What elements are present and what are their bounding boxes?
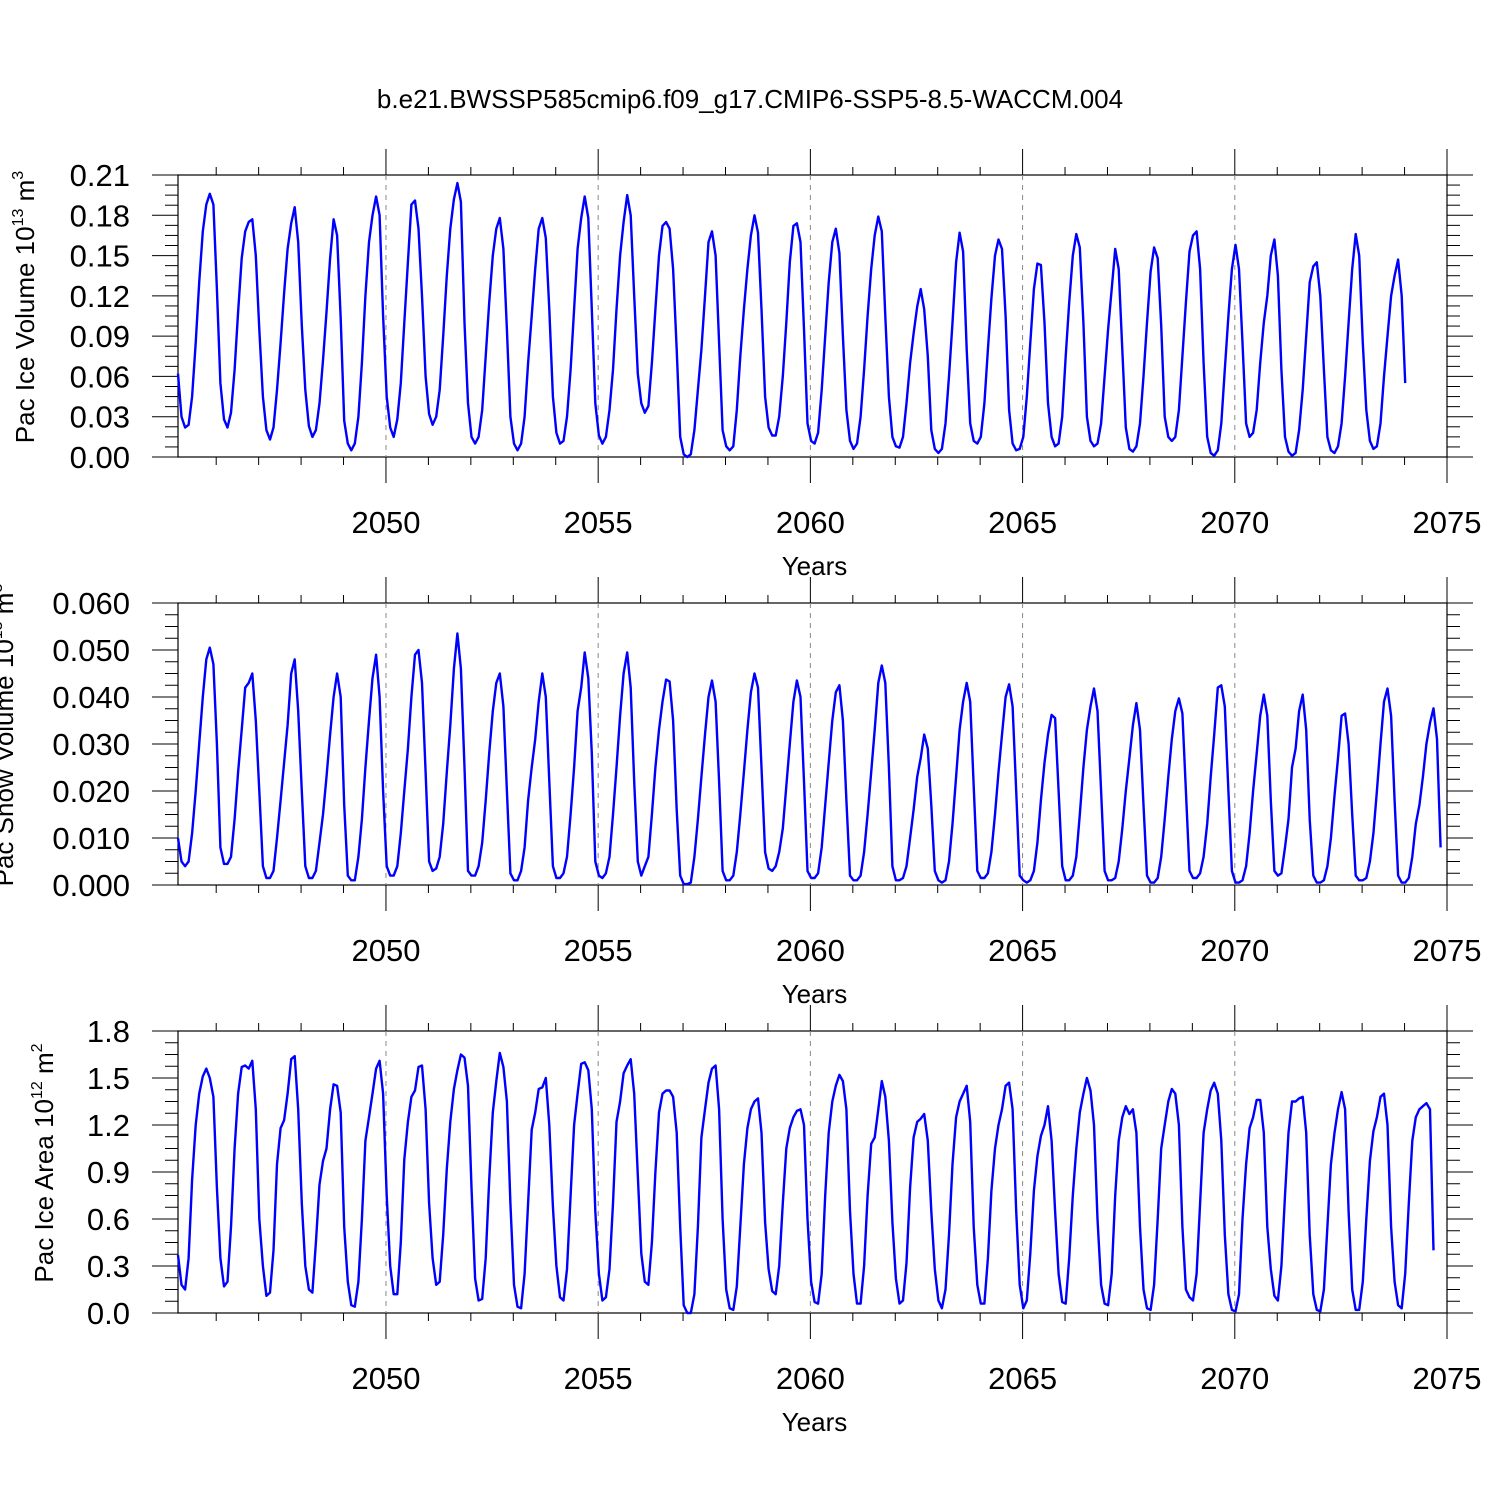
y-tick-label: 0.09 (70, 319, 130, 354)
y-tick-label: 0.060 (52, 586, 130, 621)
y-axis-title: Pac Snow Volume 1013 m3 (0, 584, 19, 887)
y-tick-label: 0.12 (70, 279, 130, 314)
y-tick-label: 0.020 (52, 774, 130, 809)
y-axis-title: Pac Ice Volume 1013 m3 (10, 171, 40, 444)
x-tick-label: 2065 (988, 933, 1057, 968)
y-tick-label: 0.030 (52, 727, 130, 762)
x-tick-label: 2075 (1413, 505, 1482, 540)
x-tick-label: 2050 (351, 933, 420, 968)
x-tick-label: 2055 (564, 505, 633, 540)
plot-frame (177, 1030, 1448, 1314)
x-tick-label: 2050 (351, 1361, 420, 1396)
x-tick-label: 2065 (988, 1361, 1057, 1396)
y-tick-label: 0.00 (70, 440, 130, 475)
pac-ice-area-panel: 2050 2055 2060 2065 2070 2075 0.0 0.3 0.6 0.9 1.2 1… (29, 1005, 1481, 1437)
y-tick-label: 0.000 (52, 868, 130, 903)
y-tick-label: 1.5 (87, 1061, 130, 1096)
y-tick-label: 1.8 (87, 1014, 130, 1049)
x-tick-label: 2070 (1200, 505, 1269, 540)
series-line (176, 632, 1442, 886)
y-tick-label: 0.03 (70, 400, 130, 435)
x-tick-label: 2050 (351, 505, 420, 540)
figure-title: b.e21.BWSSP585cmip6.f09_g17.CMIP6-SSP5-8… (376, 84, 1124, 114)
pac-snow-volume-panel: 2050 2055 2060 2065 2070 2075 0.000 0.010 0.020 0… (0, 577, 1481, 1009)
x-axis-title: Years (782, 979, 848, 1009)
y-tick-label: 0.010 (52, 821, 130, 856)
x-axis-title: Years (782, 551, 848, 581)
x-tick-label: 2075 (1413, 933, 1482, 968)
x-tick-label: 2075 (1413, 1361, 1482, 1396)
y-tick-label: 0.040 (52, 680, 130, 715)
y-tick-label: 0.18 (70, 198, 130, 233)
y-tick-label: 0.6 (87, 1202, 130, 1237)
x-tick-label: 2065 (988, 505, 1057, 540)
y-tick-label: 0.3 (87, 1249, 130, 1284)
x-tick-label: 2055 (564, 933, 633, 968)
x-tick-label: 2060 (776, 933, 845, 968)
y-tick-label: 0.15 (70, 239, 130, 274)
series-line (176, 1051, 1435, 1315)
x-axis-title: Years (782, 1407, 848, 1437)
y-tick-label: 1.2 (87, 1108, 130, 1143)
pac-ice-volume-panel: 2050 2055 2060 2065 2070 2075 0.00 0.03 0.06 0.09… (10, 149, 1481, 581)
y-tick-label: 0.050 (52, 633, 130, 668)
x-tick-label: 2060 (776, 1361, 845, 1396)
y-tick-label: 0.9 (87, 1155, 130, 1190)
y-tick-label: 0.06 (70, 359, 130, 394)
y-tick-label: 0.21 (70, 158, 130, 193)
y-axis-title: Pac Ice Area 1012 m2 (29, 1043, 59, 1282)
y-tick-label: 0.0 (87, 1296, 130, 1331)
x-tick-label: 2060 (776, 505, 845, 540)
x-tick-label: 2070 (1200, 1361, 1269, 1396)
x-tick-label: 2070 (1200, 933, 1269, 968)
series-line (176, 181, 1407, 459)
x-tick-label: 2055 (564, 1361, 633, 1396)
